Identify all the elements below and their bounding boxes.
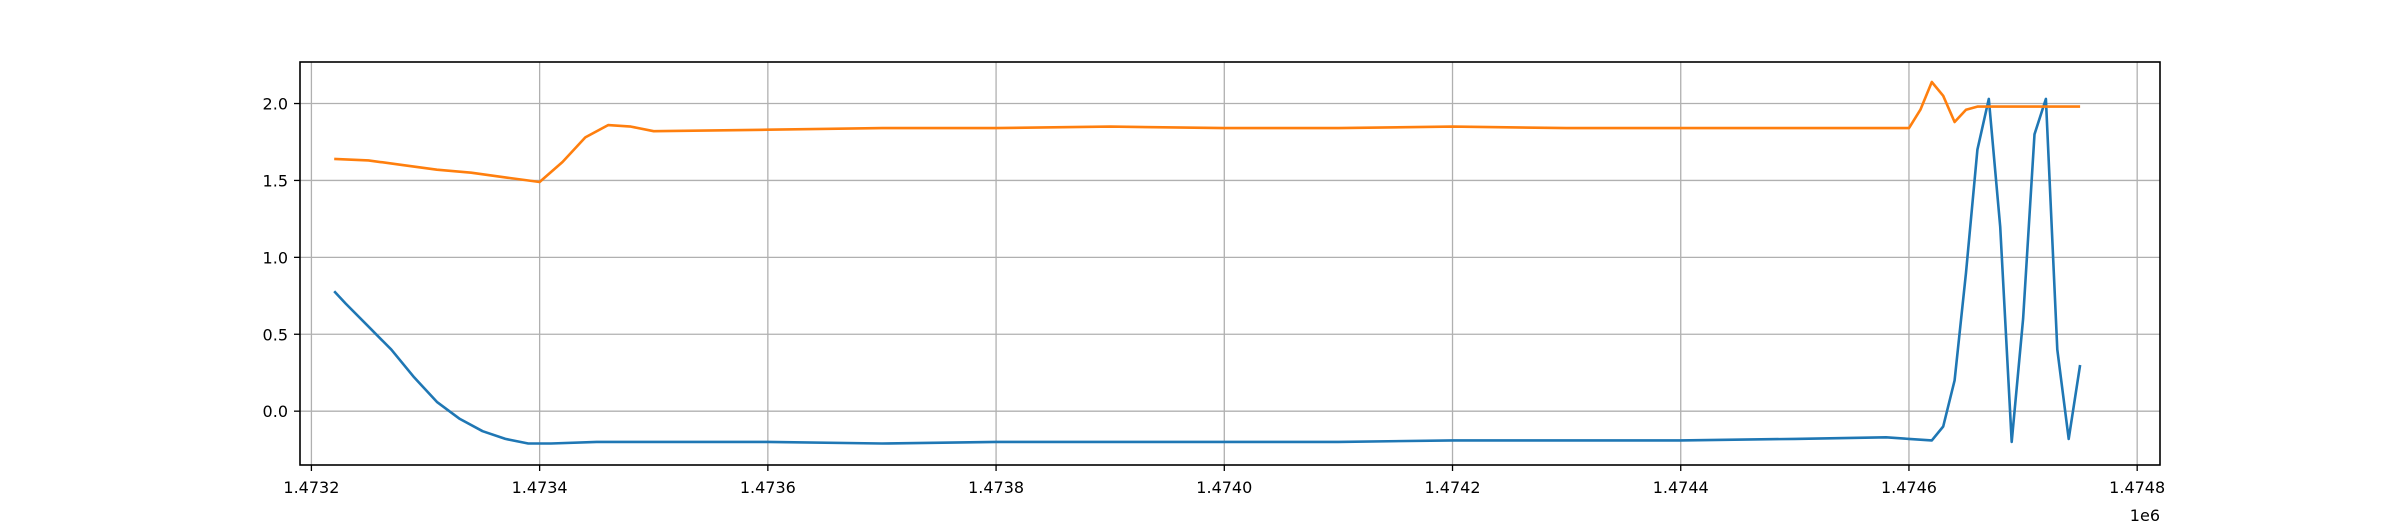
y-tick-label: 0.0 [263, 402, 288, 421]
x-tick-label: 1.4734 [512, 478, 568, 497]
y-tick-label: 0.5 [263, 325, 288, 344]
grid-lines [300, 62, 2160, 465]
x-tick-label: 1.4740 [1196, 478, 1252, 497]
x-tick-label: 1.4744 [1653, 478, 1709, 497]
series-lines [333, 80, 2082, 445]
plot-frame [299, 61, 2161, 466]
x-axis-offset-label: 1e6 [2130, 506, 2160, 525]
x-tick-label: 1.4746 [1881, 478, 1937, 497]
series-line-1 [333, 97, 2082, 445]
series-line-2 [334, 80, 2081, 184]
x-tick-label: 1.4736 [740, 478, 796, 497]
axis-ticks: 1.4732 1.4734 1.4736 1.4738 1.4740 1.4742 1.47… [263, 95, 2166, 497]
y-tick-label: 1.5 [263, 171, 288, 190]
x-tick-label: 1.4742 [1425, 478, 1481, 497]
x-tick-label: 1.4738 [968, 478, 1024, 497]
y-tick-label: 2.0 [263, 95, 288, 114]
x-tick-label: 1.4748 [2109, 478, 2165, 497]
y-tick-label: 1.0 [263, 248, 288, 267]
x-tick-label: 1.4732 [283, 478, 339, 497]
